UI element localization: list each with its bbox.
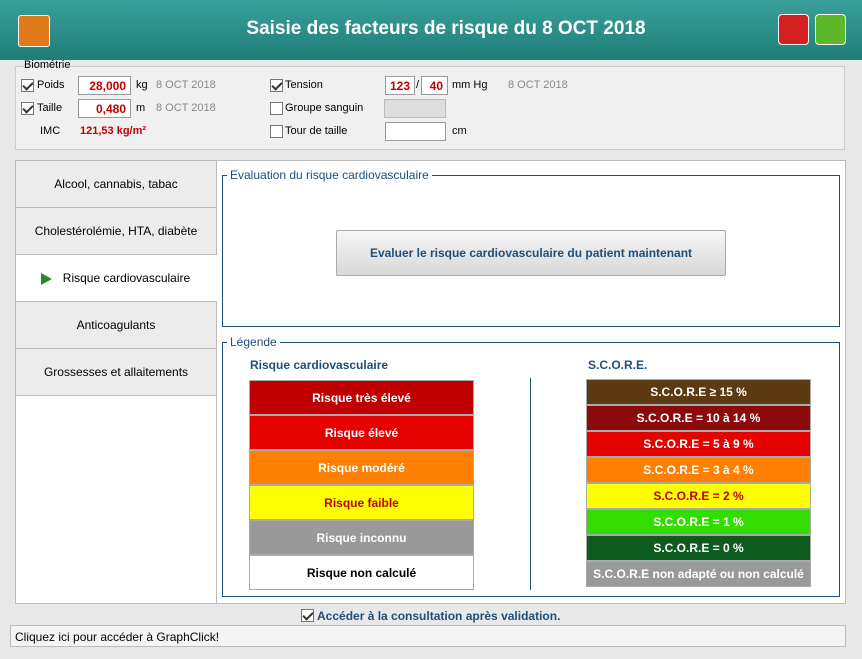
label: Groupe sanguin bbox=[285, 102, 364, 114]
label: Tour de taille bbox=[285, 125, 348, 137]
unit: mm Hg bbox=[452, 79, 488, 91]
evaluation-group bbox=[222, 175, 840, 327]
date: 8 OCT 2018 bbox=[156, 102, 216, 114]
separator: / bbox=[416, 79, 420, 91]
column-heading: S.C.O.R.E. bbox=[588, 358, 648, 372]
checkbox[interactable] bbox=[270, 125, 283, 138]
title-bar: Saisie des facteurs de risque du 8 OCT 2… bbox=[0, 0, 862, 60]
input[interactable]: 0,480 bbox=[78, 99, 131, 118]
column-heading: Risque cardiovasculaire bbox=[250, 358, 389, 372]
tab[interactable]: Alcool, cannabis, tabac bbox=[16, 161, 216, 208]
risk-swatch: Risque élevé bbox=[249, 415, 474, 450]
checkbox[interactable] bbox=[21, 102, 34, 115]
imc-value: 121,53 kg/m² bbox=[80, 125, 147, 137]
score-swatch: S.C.O.R.E = 3 à 4 % bbox=[586, 457, 811, 483]
group-label: Biométrie bbox=[24, 59, 71, 71]
unit: m bbox=[136, 102, 146, 114]
risk-swatch: Risque modéré bbox=[249, 450, 474, 485]
title: Saisie des facteurs de risque du 8 OCT 2… bbox=[246, 18, 646, 39]
risk-swatch: Risque faible bbox=[249, 485, 474, 520]
date: 8 OCT 2018 bbox=[508, 79, 568, 91]
score-swatch: S.C.O.R.E = 5 à 9 % bbox=[586, 431, 811, 457]
input[interactable]: 123 bbox=[385, 76, 415, 95]
input[interactable]: 28,000 bbox=[78, 76, 131, 95]
tab[interactable]: Anticoagulants bbox=[16, 302, 216, 349]
unit: cm bbox=[452, 125, 467, 137]
label: Taille bbox=[37, 102, 63, 114]
risk-swatch: Risque inconnu bbox=[249, 520, 474, 555]
date: 8 OCT 2018 bbox=[156, 79, 216, 91]
risk-swatch: Risque très élevé bbox=[249, 380, 474, 415]
score-swatch: S.C.O.R.E ≥ 15 % bbox=[586, 379, 811, 405]
checkbox[interactable] bbox=[270, 79, 283, 92]
status-text[interactable]: Cliquez ici pour accéder à GraphClick! bbox=[15, 630, 220, 644]
label: Tension bbox=[285, 79, 323, 91]
unit: kg bbox=[136, 79, 148, 91]
tab[interactable]: Cholestérolémie, HTA, diabète bbox=[16, 208, 216, 255]
checkbox[interactable] bbox=[301, 609, 314, 622]
validate-button[interactable] bbox=[815, 14, 846, 45]
divider bbox=[530, 378, 531, 590]
score-swatch: S.C.O.R.E = 2 % bbox=[586, 483, 811, 509]
group-title: Légende bbox=[227, 335, 280, 349]
dropdown[interactable] bbox=[384, 99, 446, 118]
risk-swatch: Risque non calculé bbox=[249, 555, 474, 590]
evaluate-button[interactable]: Evaluer le risque cardiovasculaire du pa… bbox=[336, 230, 726, 276]
legend-group bbox=[222, 342, 840, 597]
checkbox-label[interactable]: Accéder à la consultation après validati… bbox=[317, 609, 561, 623]
score-swatch: S.C.O.R.E = 10 à 14 % bbox=[586, 405, 811, 431]
cancel-button[interactable] bbox=[778, 14, 809, 45]
label: Poids bbox=[37, 79, 65, 91]
input[interactable]: 40 bbox=[421, 76, 448, 95]
input[interactable] bbox=[385, 122, 446, 141]
score-swatch: S.C.O.R.E non adapté ou non calculé bbox=[586, 561, 811, 587]
label: IMC bbox=[40, 125, 61, 137]
score-swatch: S.C.O.R.E = 1 % bbox=[586, 509, 811, 535]
app-icon[interactable] bbox=[18, 15, 50, 47]
checkbox[interactable] bbox=[21, 79, 34, 92]
active-arrow bbox=[41, 273, 52, 285]
score-swatch: S.C.O.R.E = 0 % bbox=[586, 535, 811, 561]
tab[interactable]: Grossesses et allaitements bbox=[16, 349, 216, 396]
status-bar[interactable] bbox=[10, 625, 846, 647]
checkbox[interactable] bbox=[270, 102, 283, 115]
group-title: Evaluation du risque cardiovasculaire bbox=[227, 168, 432, 182]
